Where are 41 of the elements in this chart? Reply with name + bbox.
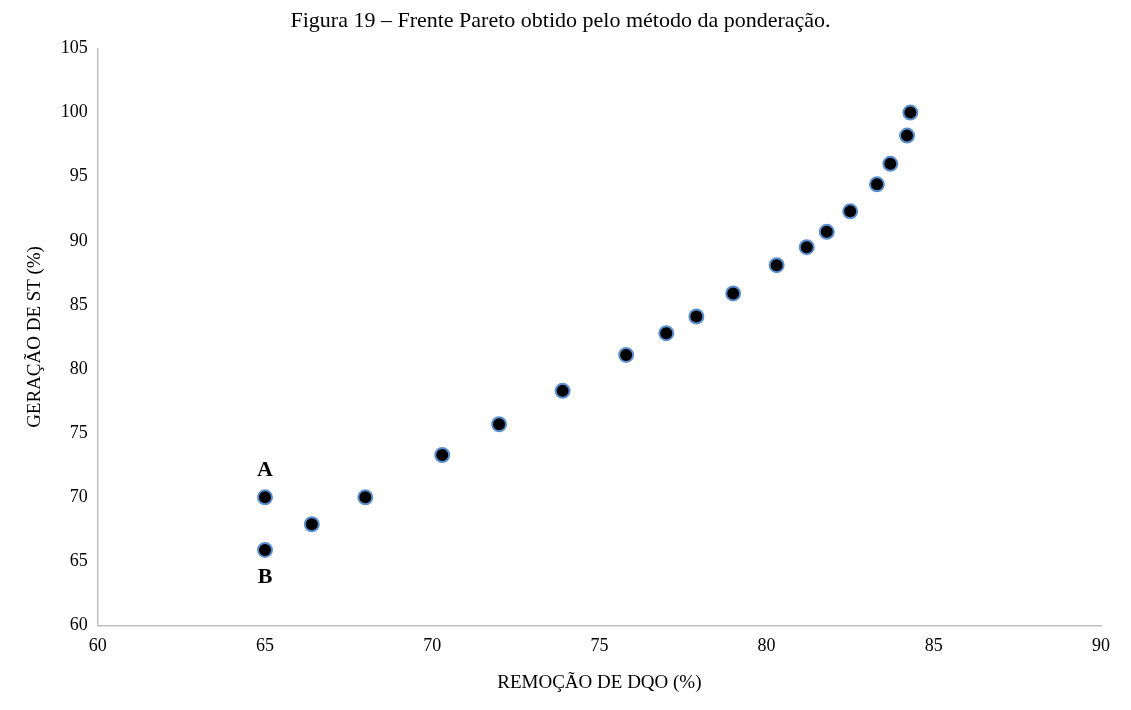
point [257, 489, 273, 506]
point [842, 203, 859, 220]
x-axis-title: REMOÇÃO DE DQO (%) [497, 670, 702, 693]
y-tick-label: 80 [69, 357, 88, 378]
point [725, 285, 742, 302]
point [688, 308, 705, 325]
annotation: B [257, 562, 273, 588]
point [818, 223, 835, 240]
y-tick-label: 90 [69, 229, 88, 250]
y-tick-label: 60 [69, 614, 88, 635]
x-tick-label: 75 [590, 635, 609, 656]
point [798, 239, 815, 256]
x-tick-label: 70 [423, 635, 442, 656]
point [658, 325, 675, 342]
annotation: A [257, 456, 274, 482]
point [257, 541, 273, 558]
point [899, 127, 916, 144]
x-tick-label: 60 [88, 635, 107, 656]
x-tick-label: 80 [757, 635, 776, 656]
y-tick-label: 70 [69, 486, 88, 507]
x-tick-label: 90 [1092, 635, 1110, 656]
y-tick-label: 100 [60, 101, 88, 122]
point [491, 416, 508, 433]
y-tick-label: 65 [69, 550, 88, 571]
y-axis-title: GERAÇÃO DE ST (%) [23, 246, 46, 428]
x-tick-label: 65 [256, 635, 274, 656]
y-tick-label: 75 [69, 421, 88, 442]
point [902, 104, 919, 121]
point [554, 382, 571, 399]
point [768, 257, 785, 274]
point [882, 155, 899, 172]
point [357, 489, 374, 506]
x-tick-label: 85 [924, 635, 943, 656]
y-tick-label: 85 [69, 293, 88, 314]
point [868, 176, 885, 193]
point [618, 346, 635, 363]
y-tick-label: 95 [69, 165, 88, 186]
point [434, 447, 451, 464]
chart-title: Figura 19 – Frente Pareto obtido pelo método da ponderação. [290, 6, 831, 32]
point [303, 516, 320, 533]
y-tick-label: 105 [60, 37, 88, 58]
